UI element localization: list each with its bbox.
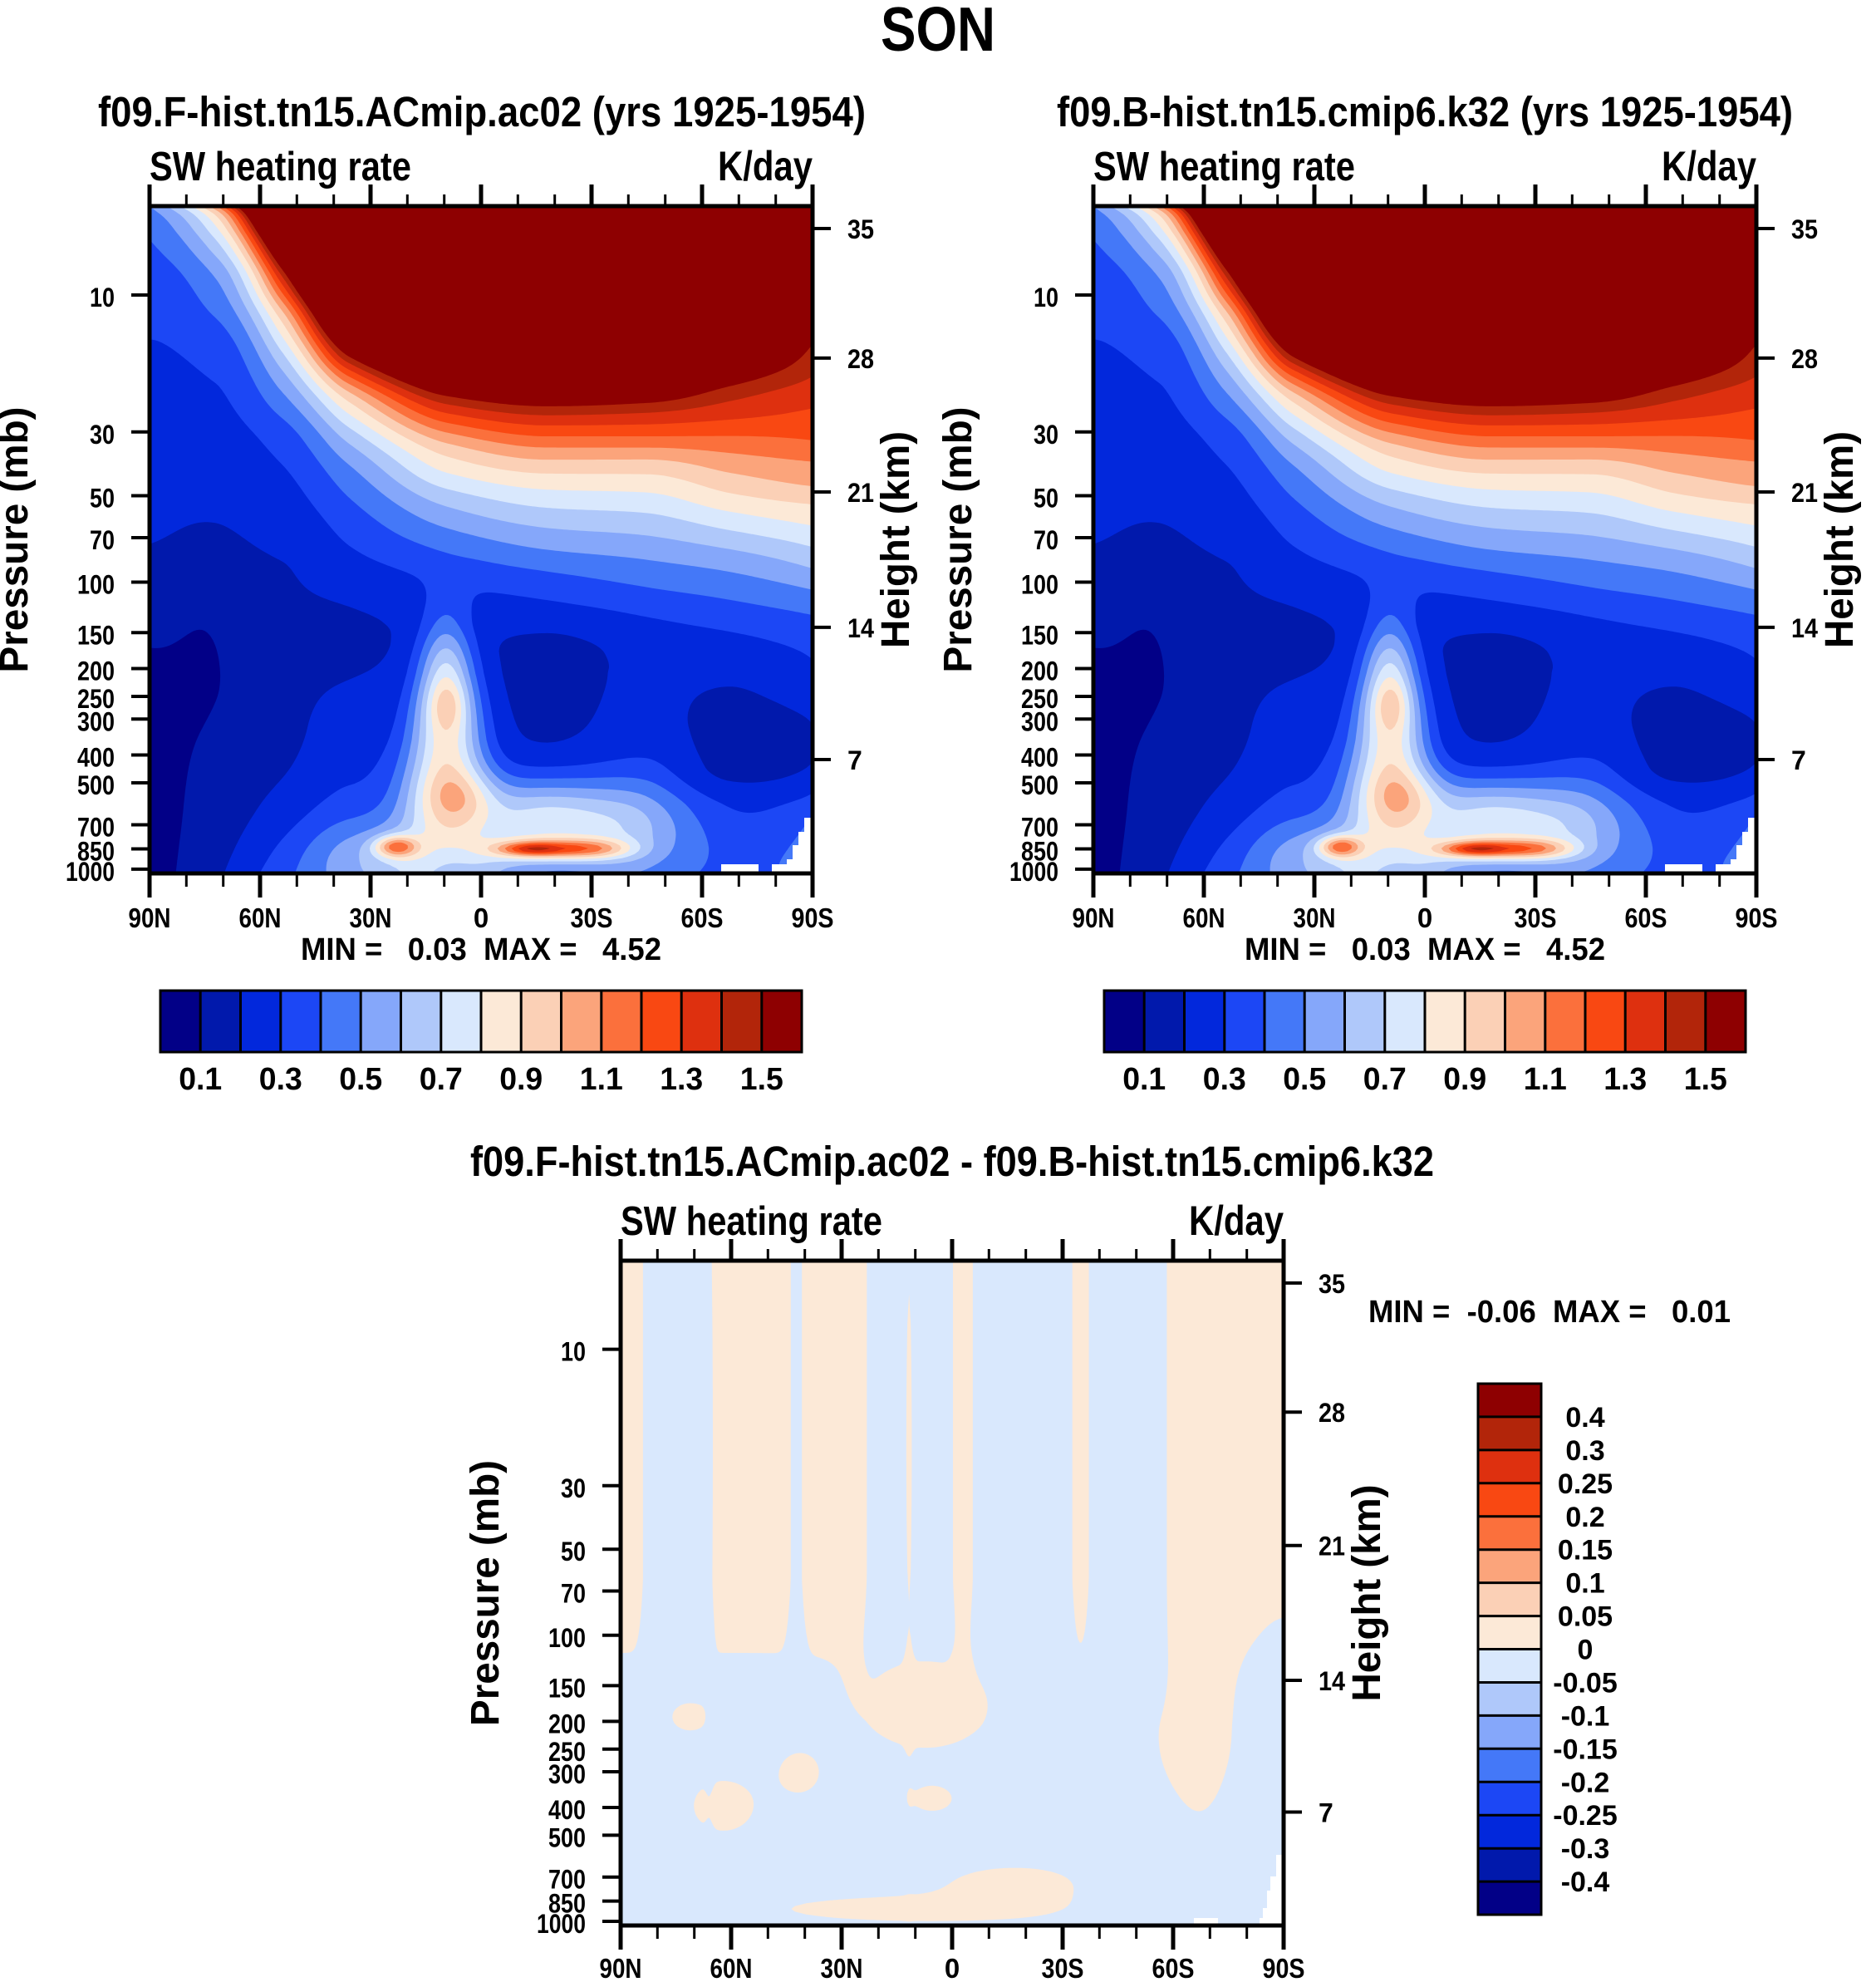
svg-text:35: 35 [1319,1269,1345,1299]
svg-text:f09.B-hist.tn15.cmip6.k32 (yrs: f09.B-hist.tn15.cmip6.k32 (yrs 1925-1954… [1057,88,1793,135]
svg-text:0.9: 0.9 [499,1062,543,1097]
svg-text:500: 500 [77,770,115,800]
svg-text:0: 0 [1578,1635,1594,1666]
svg-text:1.3: 1.3 [660,1062,703,1097]
svg-text:10: 10 [90,283,115,312]
svg-text:500: 500 [548,1822,586,1852]
svg-text:150: 150 [77,620,115,650]
svg-text:7: 7 [847,745,862,775]
svg-text:0.2: 0.2 [1565,1502,1604,1533]
svg-text:90N: 90N [600,1953,642,1982]
svg-text:1000: 1000 [537,1909,586,1939]
svg-text:f09.F-hist.tn15.ACmip.ac02 - f: f09.F-hist.tn15.ACmip.ac02 - f09.B-hist.… [470,1138,1434,1185]
svg-text:70: 70 [561,1579,586,1609]
svg-text:35: 35 [847,214,874,244]
svg-text:1.1: 1.1 [580,1062,623,1097]
svg-text:14: 14 [1319,1666,1345,1696]
svg-text:0.25: 0.25 [1558,1468,1613,1500]
svg-text:-0.4: -0.4 [1561,1866,1610,1898]
svg-text:21: 21 [1319,1532,1345,1562]
svg-text:30S: 30S [1042,1953,1084,1982]
svg-text:MIN = -0.06 MAX = 0.01: MIN = -0.06 MAX = 0.01 [1368,1295,1731,1330]
svg-text:Height (km): Height (km) [874,431,918,648]
svg-text:14: 14 [847,613,874,643]
svg-text:Pressure (mb): Pressure (mb) [464,1460,508,1726]
svg-text:60S: 60S [681,902,724,933]
svg-text:30S: 30S [571,902,613,933]
svg-text:Height (km): Height (km) [1345,1485,1389,1702]
svg-text:90N: 90N [129,902,171,933]
svg-text:K/day: K/day [1189,1198,1284,1244]
svg-text:30: 30 [90,420,115,450]
svg-text:-0.3: -0.3 [1561,1833,1610,1865]
svg-text:50: 50 [90,484,115,514]
svg-text:f09.F-hist.tn15.ACmip.ac02 (yr: f09.F-hist.tn15.ACmip.ac02 (yrs 1925-195… [98,88,866,135]
svg-text:0: 0 [474,902,489,933]
svg-text:SW heating rate: SW heating rate [621,1199,882,1244]
svg-text:90S: 90S [1263,1953,1305,1982]
svg-text:-0.15: -0.15 [1553,1734,1618,1765]
svg-text:0.05: 0.05 [1558,1601,1613,1633]
svg-text:0.3: 0.3 [259,1062,302,1097]
svg-text:Pressure (mb): Pressure (mb) [0,407,37,673]
svg-text:28: 28 [847,344,874,374]
svg-text:200: 200 [77,657,115,686]
svg-text:28: 28 [1319,1398,1345,1428]
svg-text:150: 150 [548,1673,586,1703]
svg-text:850: 850 [548,1889,586,1919]
svg-text:30N: 30N [821,1953,863,1982]
svg-text:7: 7 [1319,1798,1333,1828]
svg-text:300: 300 [77,706,115,736]
svg-text:30: 30 [561,1473,586,1503]
svg-text:400: 400 [77,743,115,773]
svg-text:-0.1: -0.1 [1561,1700,1610,1732]
svg-text:850: 850 [77,837,115,867]
svg-text:60N: 60N [710,1953,753,1982]
svg-text:200: 200 [548,1709,586,1739]
svg-text:SON: SON [881,0,995,64]
svg-text:400: 400 [548,1795,586,1825]
svg-text:300: 300 [548,1759,586,1789]
svg-text:0.1: 0.1 [1565,1568,1604,1600]
svg-text:100: 100 [548,1623,586,1653]
svg-text:1.5: 1.5 [740,1062,783,1097]
svg-text:90S: 90S [792,902,834,933]
svg-text:1000: 1000 [66,857,115,887]
svg-text:700: 700 [77,813,115,843]
svg-text:MIN = 0.03 MAX = 4.52: MIN = 0.03 MAX = 4.52 [301,932,661,967]
svg-text:10: 10 [561,1337,586,1367]
svg-text:-0.05: -0.05 [1553,1668,1618,1699]
svg-text:100: 100 [77,570,115,600]
svg-text:0.1: 0.1 [179,1062,222,1097]
svg-text:60N: 60N [239,902,282,933]
svg-text:250: 250 [548,1737,586,1767]
svg-text:SW heating rate: SW heating rate [150,145,411,189]
svg-text:30N: 30N [350,902,392,933]
svg-text:70: 70 [90,525,115,555]
svg-text:-0.25: -0.25 [1553,1800,1618,1832]
svg-text:0: 0 [945,1953,960,1982]
svg-text:60S: 60S [1152,1953,1195,1982]
svg-text:50: 50 [561,1537,586,1566]
svg-text:250: 250 [77,684,115,714]
svg-text:700: 700 [548,1865,586,1895]
svg-text:K/day: K/day [718,143,813,189]
svg-text:0.4: 0.4 [1565,1402,1604,1434]
svg-text:-0.2: -0.2 [1561,1767,1610,1798]
svg-text:0.7: 0.7 [420,1062,463,1097]
svg-text:0.3: 0.3 [1565,1435,1604,1467]
svg-text:0.5: 0.5 [339,1062,382,1097]
svg-text:21: 21 [847,478,874,508]
svg-text:0.15: 0.15 [1558,1535,1613,1566]
